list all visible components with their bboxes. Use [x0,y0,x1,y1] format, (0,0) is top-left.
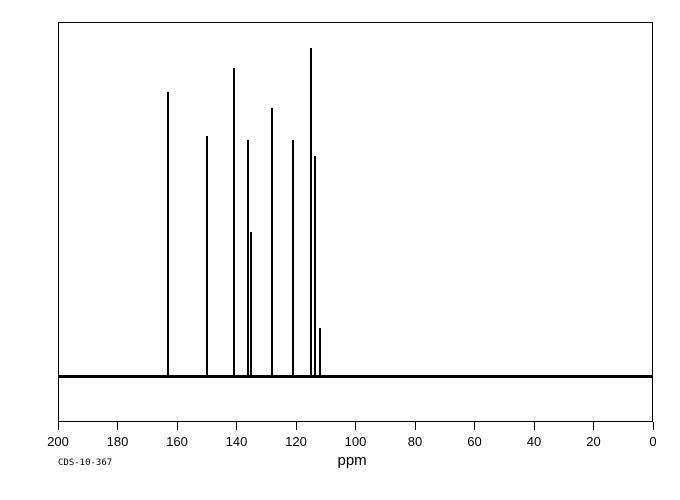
x-tick [474,422,475,430]
x-tick-label: 100 [345,434,367,449]
x-tick [296,422,297,430]
x-tick-label: 80 [408,434,422,449]
nmr-chart: 200180160140120100806040200 ppm CDS-10-3… [0,0,680,500]
x-tick [117,422,118,430]
x-tick-label: 120 [285,434,307,449]
x-tick [236,422,237,430]
x-tick-label: 200 [47,434,69,449]
x-tick-label: 60 [467,434,481,449]
spectrum-peak [206,136,208,376]
x-tick-label: 160 [166,434,188,449]
baseline [59,375,652,378]
spectrum-peak [319,328,321,376]
x-tick-label: 20 [586,434,600,449]
plot-area [58,22,653,422]
x-tick [58,422,59,430]
spectrum-peak [292,140,294,376]
spectrum-peak [314,156,316,376]
x-tick [593,422,594,430]
x-tick [653,422,654,430]
x-tick [415,422,416,430]
x-tick-label: 180 [107,434,129,449]
x-tick [177,422,178,430]
x-tick [355,422,356,430]
spectrum-peak [271,108,273,376]
x-tick-label: 140 [226,434,248,449]
spectrum-peak [167,92,169,376]
x-axis-label: ppm [338,452,367,469]
x-tick-label: 0 [649,434,656,449]
footer-label: CDS-10-367 [58,458,112,468]
x-tick [534,422,535,430]
spectrum-peak [250,232,252,376]
x-tick-label: 40 [527,434,541,449]
spectrum-peak [310,48,312,376]
spectrum-peak [233,68,235,376]
spectrum-peak [247,140,249,376]
